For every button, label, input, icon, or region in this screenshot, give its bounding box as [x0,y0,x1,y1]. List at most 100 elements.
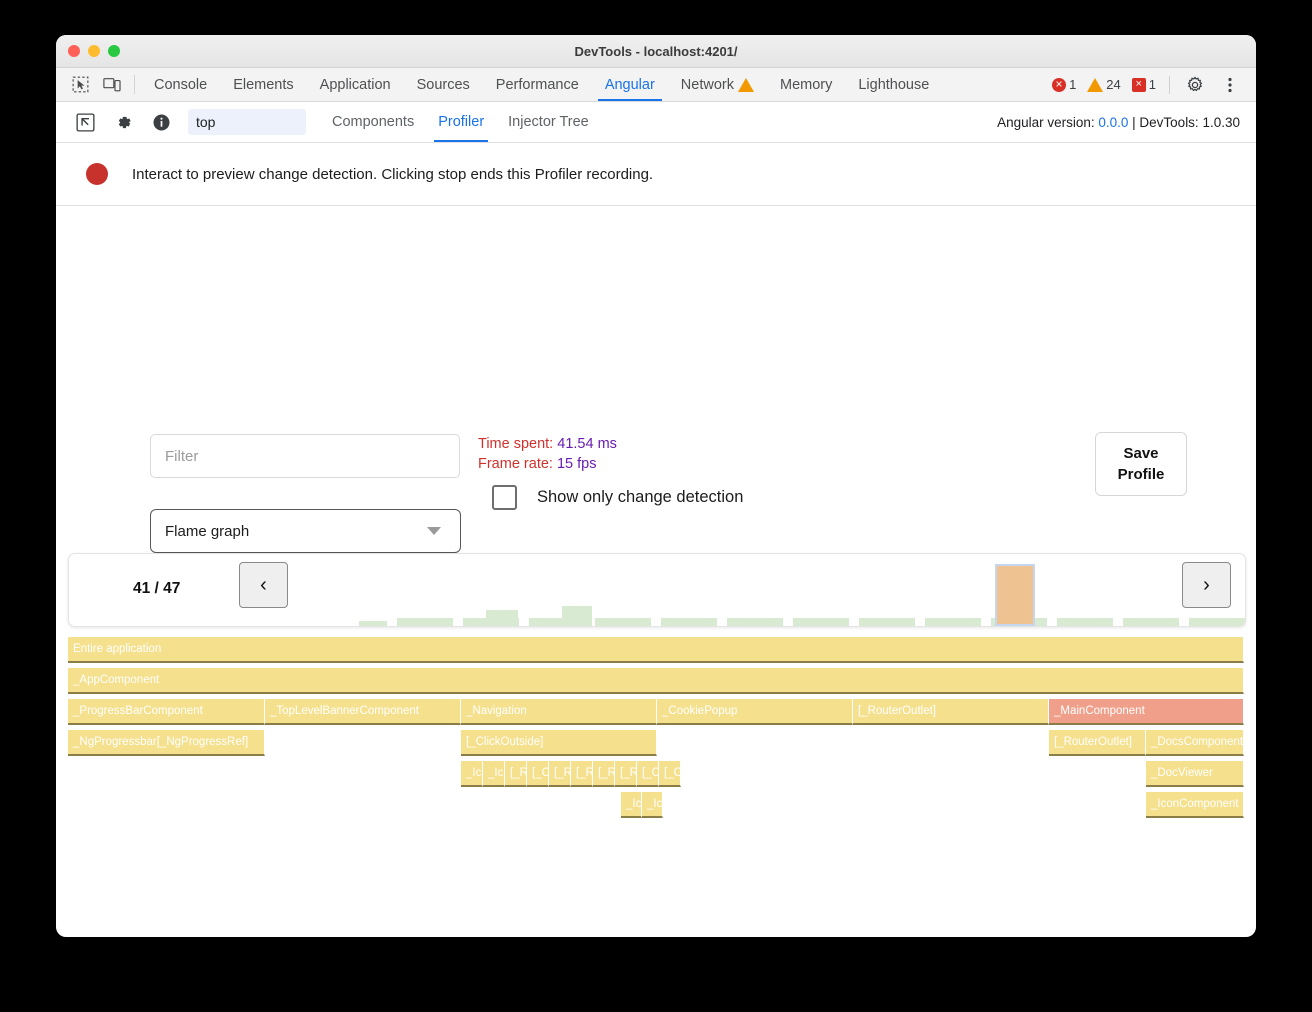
warning-triangle-icon [1087,77,1104,92]
flame-tile[interactable]: [_R [615,761,637,787]
frame-bar[interactable] [397,618,453,626]
save-profile-button[interactable]: Save Profile [1095,432,1187,496]
frame-counter: 41 / 47 [133,580,181,597]
profiler-controls: Flame graph Time spent: 41.54 ms Frame r… [56,206,1256,818]
flame-tile[interactable]: _Ic [461,761,483,787]
time-spent-value: 41.54 ms [557,436,617,452]
flame-tile[interactable]: [_R [505,761,527,787]
select-component-icon[interactable] [66,112,104,132]
flame-tile[interactable]: _ProgressBarComponent [68,699,265,725]
frame-rate-label: Frame rate: [478,456,557,472]
show-only-change-detection-checkbox[interactable] [492,485,517,510]
info-icon[interactable] [142,113,180,132]
frame-bar[interactable] [925,618,981,626]
recording-notice: Interact to preview change detection. Cl… [56,143,1256,206]
kebab-menu-icon[interactable] [1214,76,1246,94]
frame-rate-row: Frame rate: 15 fps [478,454,617,474]
filter-input[interactable] [150,434,460,478]
flame-tile[interactable]: _NgProgressbar[_NgProgressRef] [68,730,265,756]
frame-bar[interactable] [595,618,651,626]
flame-tile[interactable]: [_ClickOutside] [461,730,657,756]
frame-bar[interactable] [859,618,915,626]
frame-bar-selected[interactable] [995,564,1035,626]
gear-icon[interactable] [1179,75,1211,94]
maximize-window-button[interactable] [108,45,120,57]
devtools-tab-angular[interactable]: Angular [592,68,668,101]
devtools-window: DevTools - localhost:4201/ Console Eleme… [56,35,1256,937]
tab-label: Performance [495,76,579,93]
record-stop-icon[interactable] [86,163,108,185]
flame-tile[interactable]: [_RouterOutlet] [853,699,1049,725]
devtools-tab-console[interactable]: Console [141,68,220,101]
devtools-tab-memory[interactable]: Memory [767,68,845,101]
frame-bar[interactable] [1189,618,1245,626]
flame-graph: Entire application _AppComponent _Progress… [68,637,1244,867]
frame-bar[interactable] [1123,618,1179,626]
close-window-button[interactable] [68,45,80,57]
flame-tile[interactable]: _Navigation [461,699,657,725]
show-only-change-detection-row[interactable]: Show only change detection [492,485,743,510]
tab-injector-tree[interactable]: Injector Tree [496,102,601,142]
devtools-tabbar: Console Elements Application Sources Per… [56,68,1256,102]
toolbar-divider [134,75,135,94]
flame-tile[interactable]: [_R [593,761,615,787]
tab-components[interactable]: Components [320,102,426,142]
flame-row: _NgProgressbar[_NgProgressRef] [_ClickOut… [68,730,1244,761]
flame-tile[interactable]: [_C [637,761,659,787]
frame-bar[interactable] [359,621,387,626]
flame-tile[interactable]: [_R [571,761,593,787]
flame-tile[interactable]: _Ic [621,792,642,818]
tab-label: Sources [416,76,470,93]
devtools-tab-application[interactable]: Application [307,68,404,101]
frame-bar[interactable] [661,618,717,626]
devtools-tab-lighthouse[interactable]: Lighthouse [845,68,942,101]
flame-tile[interactable]: _TopLevelBannerComponent [265,699,461,725]
flame-tile[interactable]: _DocsComponent [1146,730,1244,756]
flame-tile[interactable]: _CookiePopup [657,699,853,725]
flame-tile[interactable]: Entire application [68,637,1244,663]
tab-profiler[interactable]: Profiler [426,102,496,142]
warning-count: 24 [1106,77,1121,92]
frame-selector[interactable]: top [188,109,306,135]
flame-tile[interactable]: _DocViewer [1146,761,1244,787]
devtools-tab-performance[interactable]: Performance [483,68,592,101]
error-count-badge[interactable]: 1 [1048,76,1080,92]
frame-bar[interactable] [562,606,592,626]
devtools-tab-elements[interactable]: Elements [220,68,306,101]
flame-tile[interactable]: [_C [659,761,681,787]
flame-tile[interactable]: _Ic [483,761,505,787]
frame-bar[interactable] [486,610,518,626]
chevron-left-icon: ‹ [260,573,267,596]
message-count-badge[interactable]: 1 [1128,76,1160,92]
settings-gear-icon[interactable] [104,113,142,132]
tab-label: Injector Tree [508,114,589,130]
warning-count-badge[interactable]: 24 [1083,77,1124,92]
frame-bar-chart [69,564,1245,626]
devtools-tab-list: Console Elements Application Sources Per… [141,68,942,101]
window-controls [68,45,120,57]
next-frame-button[interactable]: › [1182,562,1231,608]
devtools-tab-network[interactable]: Network [668,68,767,101]
frame-bar[interactable] [529,618,585,626]
inspect-element-icon[interactable] [64,68,96,101]
angular-version-value[interactable]: 0.0.0 [1098,114,1129,130]
frame-bar[interactable] [727,618,783,626]
devtools-version-value: 1.0.30 [1202,114,1240,130]
flame-tile[interactable]: _Ic [642,792,663,818]
device-toolbar-icon[interactable] [96,68,128,101]
flame-tile[interactable]: [_RouterOutlet] [1049,730,1146,756]
flame-row: Entire application [68,637,1244,668]
flame-tile[interactable]: [_C [527,761,549,787]
devtools-tab-sources[interactable]: Sources [404,68,483,101]
flame-tile[interactable]: _AppComponent [68,668,1244,694]
flame-tile[interactable]: _IconComponent [1146,792,1244,818]
minimize-window-button[interactable] [88,45,100,57]
previous-frame-button[interactable]: ‹ [239,562,288,608]
profile-stats: Time spent: 41.54 ms Frame rate: 15 fps [478,434,617,474]
view-mode-select[interactable]: Flame graph [150,509,461,553]
frame-bar[interactable] [1057,618,1113,626]
angular-toolbar: top Components Profiler Injector Tree An… [56,102,1256,143]
flame-tile[interactable]: _MainComponent [1049,699,1244,725]
frame-bar[interactable] [793,618,849,626]
flame-tile[interactable]: [_R [549,761,571,787]
